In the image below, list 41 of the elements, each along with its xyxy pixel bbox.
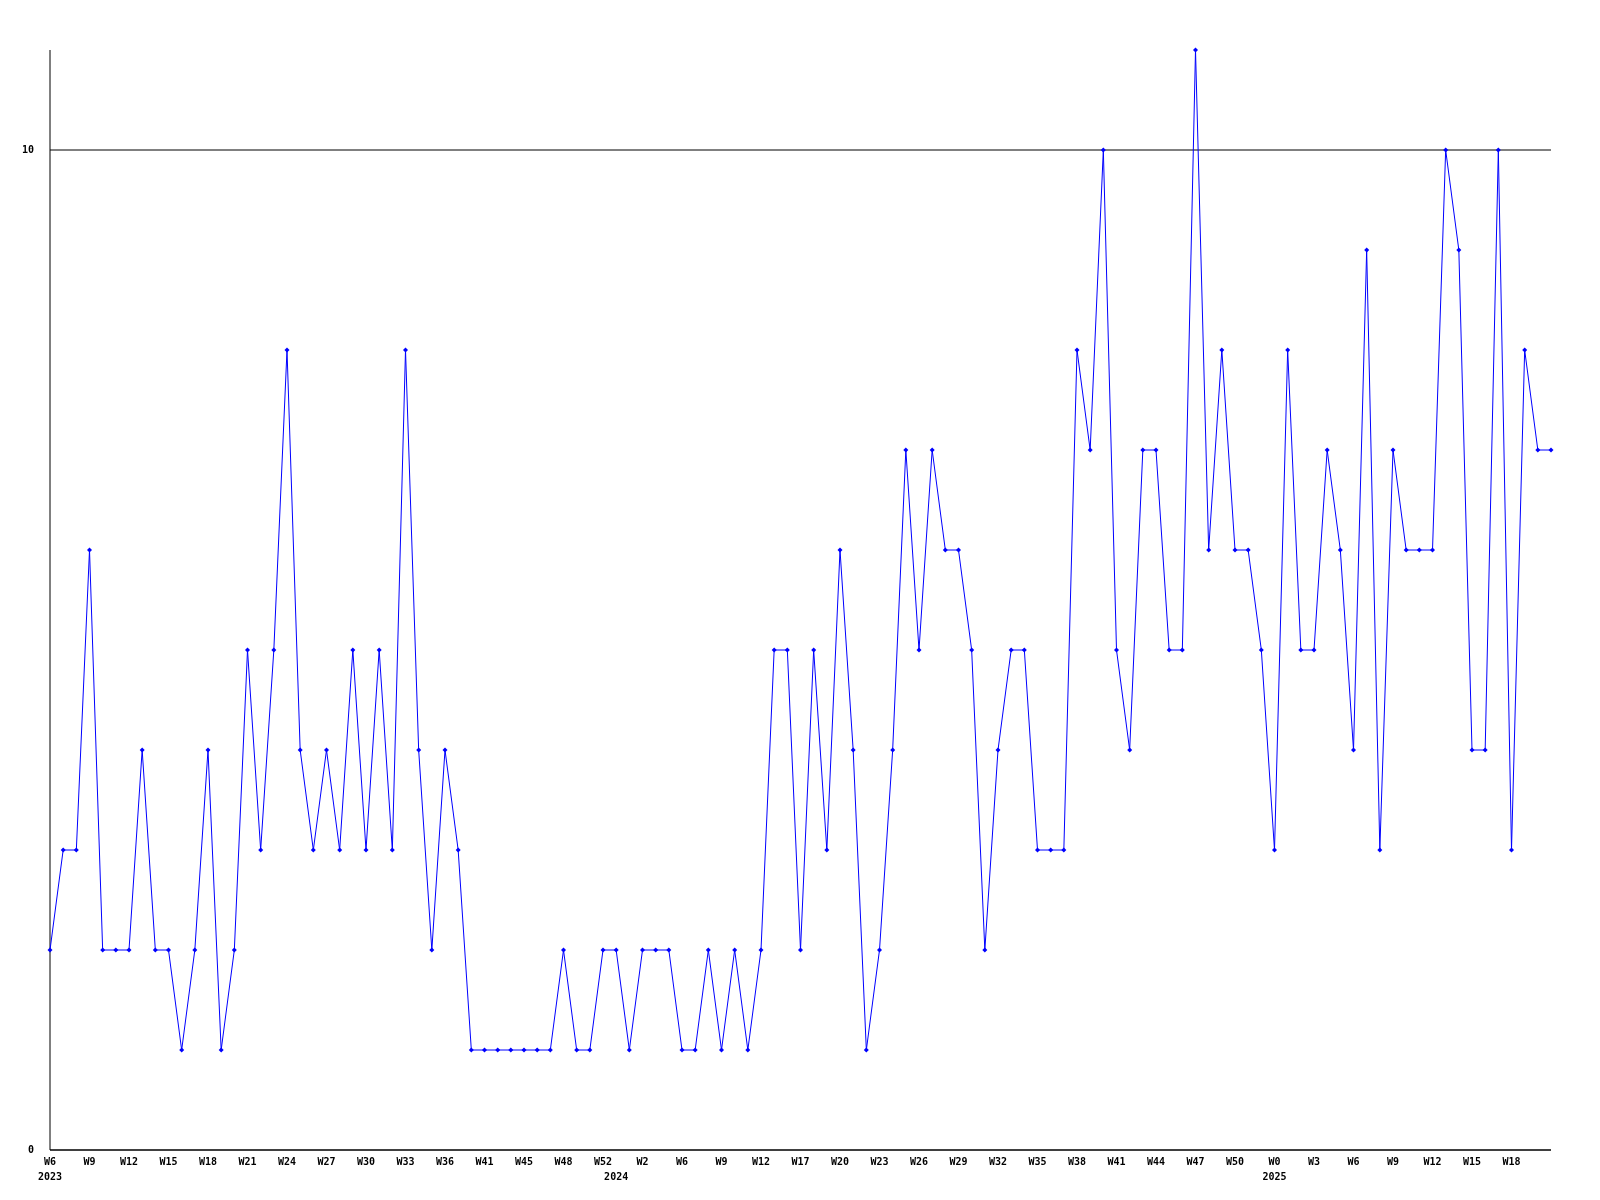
x-tick-label: W26 [909,1156,929,1167]
x-tick-label: W41 [475,1156,494,1167]
x-tick-label: W38 [1067,1156,1087,1167]
x-tick-label: W3 [1307,1156,1321,1167]
y-tick-label: 0 [27,1144,34,1155]
x-tick-label: W2 [636,1156,649,1167]
x-tick-label: W12 [751,1156,771,1167]
x-tick-label: W6 2023 [37,1156,63,1182]
x-tick-label: W45 [514,1156,534,1167]
x-tick-label: W50 [1225,1156,1245,1167]
x-tick-label: W6 [1347,1156,1360,1167]
x-tick-label: W35 [1028,1156,1047,1167]
x-tick-label: W41 [1107,1156,1126,1167]
x-tick-label: W9 [715,1156,728,1167]
x-tick-label: W52 [593,1156,613,1167]
x-tick-label: W33 [396,1156,415,1167]
x-tick-label: W48 [554,1156,573,1167]
x-tick-label: W18 [1502,1156,1521,1167]
x-tick-label: W27 [317,1156,336,1167]
x-tick-label: 2024 [604,1171,629,1182]
x-tick-label: W47 [1186,1156,1205,1167]
x-tick-label: W12 [1423,1156,1442,1167]
y-tick-label: 10 [21,144,34,155]
x-tick-label: W30 [356,1156,376,1167]
x-tick-label: W32 [988,1156,1008,1167]
x-tick-label: W15 [159,1156,178,1167]
x-tick-label: W20 [830,1156,850,1167]
x-tick-label: W12 [119,1156,139,1167]
x-tick-label: W21 [238,1156,257,1167]
x-tick-label: W23 [870,1156,889,1167]
x-tick-label: W6 [675,1156,689,1167]
x-tick-label: W17 [791,1156,810,1167]
x-tick-label: W15 [1462,1156,1482,1167]
x-tick-label: W0 2025 [1262,1156,1287,1182]
x-tick-label: W24 [277,1156,297,1167]
x-tick-label: W29 [949,1156,968,1167]
x-tick-label: W9 [1386,1156,1400,1167]
x-tick-label: W9 [83,1156,96,1167]
x-tick-label: W36 [435,1156,455,1167]
x-tick-label: W44 [1146,1156,1166,1167]
x-tick-label: W18 [198,1156,218,1167]
